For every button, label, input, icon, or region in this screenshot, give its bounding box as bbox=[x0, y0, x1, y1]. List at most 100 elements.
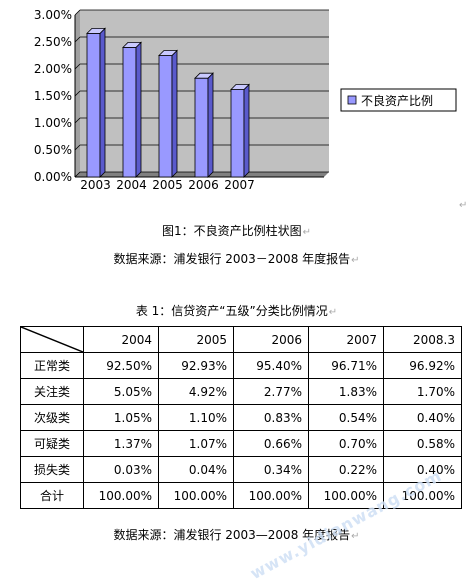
gridline-side bbox=[74, 36, 81, 43]
diagonal-line bbox=[21, 327, 83, 352]
paragraph-mark: ↵ bbox=[459, 200, 468, 211]
value-cell: 0.03% bbox=[83, 456, 159, 483]
value-cell: 100.00% bbox=[233, 482, 309, 509]
bar-top bbox=[230, 84, 250, 90]
value-cell: 1.37% bbox=[83, 430, 159, 457]
y-tick-label: 2.00% bbox=[34, 62, 72, 76]
value-cell: 0.40% bbox=[383, 404, 462, 431]
value-cell: 1.70% bbox=[383, 378, 462, 405]
classification-table: 2004 2005 2006 2007 2008.3 正常类 92.50% 92.93% 95.… bbox=[20, 326, 462, 509]
bar-chart: 3.00% 2.50% 2.00% 1.50% 1.00% 0.50% 0.00% 2003… bbox=[34, 8, 457, 192]
value-cell: 0.83% bbox=[233, 404, 309, 431]
y-tick-label: 0.50% bbox=[34, 143, 72, 157]
table-title: 表 1：信贷资产“五级”分类比例情况 bbox=[135, 304, 328, 318]
table-row: 损失类 0.03% 0.04% 0.34% 0.22% 0.40% bbox=[20, 456, 462, 483]
y-tick-label: 3.00% bbox=[34, 8, 72, 22]
bar-2003 bbox=[86, 27, 106, 178]
chart-source-text: 数据来源：浦发银行 2003－2008 年度报告 bbox=[113, 252, 351, 266]
value-cell: 100.00% bbox=[308, 482, 384, 509]
y-tick-label: 1.00% bbox=[34, 116, 72, 130]
value-cell: 0.40% bbox=[383, 456, 462, 483]
x-tick-label: 2007 bbox=[224, 178, 255, 192]
bar-top bbox=[158, 50, 178, 56]
gridline-side bbox=[74, 144, 81, 151]
value-cell: 96.71% bbox=[308, 352, 384, 379]
legend-border bbox=[340, 88, 457, 112]
value-cell: 0.22% bbox=[308, 456, 384, 483]
gridline-side bbox=[74, 171, 81, 178]
y-tick-label: 0.00% bbox=[34, 170, 72, 184]
bar-front bbox=[158, 55, 173, 178]
row-label: 正常类 bbox=[20, 352, 84, 379]
gridline-side bbox=[74, 117, 81, 124]
table-row: 正常类 92.50% 92.93% 95.40% 96.71% 96.92% bbox=[20, 352, 462, 379]
legend-swatch bbox=[347, 95, 357, 105]
table-header-row: 2004 2005 2006 2007 2008.3 bbox=[20, 326, 462, 353]
y-tick-label: 2.50% bbox=[34, 35, 72, 49]
bar-front bbox=[230, 89, 245, 178]
y-tick-label: 1.50% bbox=[34, 89, 72, 103]
bar-top bbox=[122, 42, 142, 48]
bar-side bbox=[207, 72, 214, 178]
x-axis-tick-labels: 2003 2004 2005 2006 2007 bbox=[80, 178, 255, 192]
bar-2006 bbox=[194, 72, 214, 178]
value-cell: 0.70% bbox=[308, 430, 384, 457]
value-cell: 0.54% bbox=[308, 404, 384, 431]
value-cell: 0.66% bbox=[233, 430, 309, 457]
bar-side bbox=[243, 83, 250, 178]
value-cell: 5.05% bbox=[83, 378, 159, 405]
chart-title: 图1：不良资产比例柱状图 bbox=[161, 224, 302, 238]
bar-2005 bbox=[158, 49, 178, 178]
gridline-side bbox=[74, 63, 81, 70]
bar-top bbox=[86, 27, 106, 34]
bar-front bbox=[86, 32, 101, 178]
value-cell: 92.93% bbox=[158, 352, 234, 379]
value-cell: 0.58% bbox=[383, 430, 462, 457]
bar-side bbox=[135, 41, 142, 178]
header-cell: 2007 bbox=[308, 326, 384, 353]
value-cell: 92.50% bbox=[83, 352, 159, 379]
row-label: 合计 bbox=[20, 482, 84, 509]
bar-2007 bbox=[230, 83, 250, 178]
value-cell: 2.77% bbox=[233, 378, 309, 405]
bar-2004 bbox=[122, 41, 142, 178]
table-row: 可疑类 1.37% 1.07% 0.66% 0.70% 0.58% bbox=[20, 430, 462, 457]
row-label: 次级类 bbox=[20, 404, 84, 431]
table-row: 次级类 1.05% 1.10% 0.83% 0.54% 0.40% bbox=[20, 404, 462, 431]
row-label: 可疑类 bbox=[20, 430, 84, 457]
row-label: 关注类 bbox=[20, 378, 84, 405]
bar-top bbox=[194, 72, 214, 79]
table-source-text: 数据来源：浦发银行 2003—2008 年度报告 bbox=[113, 528, 351, 542]
value-cell: 1.83% bbox=[308, 378, 384, 405]
header-cell: 2004 bbox=[83, 326, 159, 353]
table-row: 关注类 5.05% 4.92% 2.77% 1.83% 1.70% bbox=[20, 378, 462, 405]
value-cell: 95.40% bbox=[233, 352, 309, 379]
value-cell: 100.00% bbox=[158, 482, 234, 509]
gridline-side bbox=[74, 9, 81, 16]
table-caption: 表 1：信贷资产“五级”分类比例情况↵ bbox=[135, 304, 338, 318]
x-tick-label: 2004 bbox=[116, 178, 147, 192]
bar-front bbox=[122, 47, 137, 178]
bar-side bbox=[99, 27, 106, 178]
value-cell: 96.92% bbox=[383, 352, 462, 379]
value-cell: 4.92% bbox=[158, 378, 234, 405]
value-cell: 0.34% bbox=[233, 456, 309, 483]
header-cell: 2005 bbox=[158, 326, 234, 353]
chart-bars bbox=[86, 27, 250, 178]
diagonal-header-cell bbox=[20, 326, 84, 353]
y-axis-tick-labels: 3.00% 2.50% 2.00% 1.50% 1.00% 0.50% 0.00% bbox=[34, 8, 72, 184]
header-cell: 2006 bbox=[233, 326, 309, 353]
row-label: 损失类 bbox=[20, 456, 84, 483]
legend: 不良资产比例 bbox=[340, 88, 457, 112]
bar-side bbox=[171, 49, 178, 178]
gridline-side bbox=[74, 90, 81, 97]
x-tick-label: 2006 bbox=[188, 178, 219, 192]
value-cell: 1.05% bbox=[83, 404, 159, 431]
value-cell: 0.04% bbox=[158, 456, 234, 483]
x-tick-label: 2005 bbox=[152, 178, 183, 192]
table-row: 合计 100.00% 100.00% 100.00% 100.00% 100.00% bbox=[20, 482, 462, 509]
legend-label: 不良资产比例 bbox=[361, 93, 433, 108]
value-cell: 1.10% bbox=[158, 404, 234, 431]
value-cell: 100.00% bbox=[383, 482, 462, 509]
bar-front bbox=[194, 77, 209, 178]
